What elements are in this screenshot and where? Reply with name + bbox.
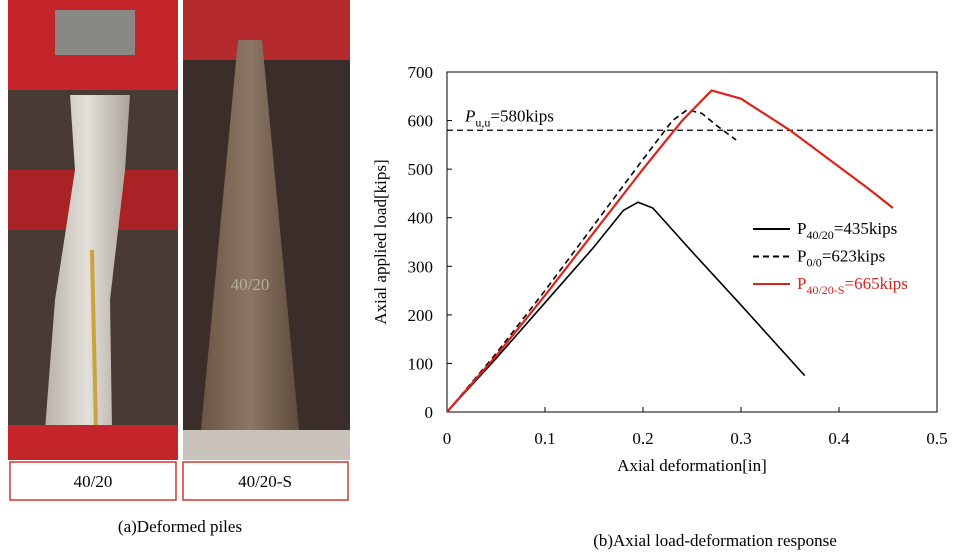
y-tick-label: 0 <box>425 403 434 422</box>
legend-label-suffix: =623kips <box>822 247 885 266</box>
x-tick-label: 0.3 <box>730 429 751 448</box>
legend-label: P0/0=623kips <box>797 247 885 270</box>
legend-label: P40/20=435kips <box>797 219 897 242</box>
legend-label-sub: 40/20-S <box>806 283 844 297</box>
y-tick-label: 700 <box>408 63 434 82</box>
series-line <box>446 201 806 413</box>
x-tick-label: 0.5 <box>926 429 947 448</box>
pile-marking: 40/20 <box>231 275 270 294</box>
photo-label: 40/20 <box>74 472 113 491</box>
legend-label-sub: 0/0 <box>806 256 821 270</box>
legend-label-suffix: =665kips <box>844 274 907 293</box>
reference-label-main: P <box>464 106 475 125</box>
y-tick-label: 500 <box>408 160 434 179</box>
legend-label-main: P <box>797 247 806 266</box>
caption: (b)Axial load-deformation response <box>593 531 837 550</box>
series-line <box>446 109 737 413</box>
x-tick-label: 0 <box>443 429 452 448</box>
reference-label-suffix: =580kips <box>490 106 553 125</box>
x-axis-label: Axial deformation[in] <box>617 456 767 475</box>
y-tick-label: 400 <box>408 209 434 228</box>
photo-right: 40/20 <box>183 0 350 460</box>
y-tick-label: 600 <box>408 112 434 131</box>
label-box <box>9 461 177 501</box>
photo-left <box>8 0 178 460</box>
legend-label: P40/20-S=665kips <box>797 274 908 297</box>
y-tick-label: 100 <box>408 354 434 373</box>
legend-label-sub: 40/20 <box>806 228 833 242</box>
label-box <box>182 461 349 501</box>
legend-label-main: P <box>797 274 806 293</box>
series-line <box>446 89 894 413</box>
legend-label-main: P <box>797 219 806 238</box>
reference-label: Pu,u=580kips <box>464 106 554 129</box>
x-tick-label: 0.1 <box>534 429 555 448</box>
reference-label-sub: u,u <box>475 115 490 129</box>
photo-label: 40/20-S <box>238 472 292 491</box>
x-tick-label: 0.4 <box>828 429 850 448</box>
x-tick-label: 0.2 <box>632 429 653 448</box>
y-tick-label: 300 <box>408 257 434 276</box>
caption: (a)Deformed piles <box>118 517 242 536</box>
y-tick-label: 200 <box>408 306 434 325</box>
y-axis-label: Axial applied load[kips] <box>371 159 390 324</box>
plot: 0 0.1 0.2 0.3 0.4 0.5 0 100 200 300 400 500 600 700 Pu… <box>408 63 948 448</box>
plot-frame <box>446 71 938 413</box>
legend-label-suffix: =435kips <box>834 219 897 238</box>
